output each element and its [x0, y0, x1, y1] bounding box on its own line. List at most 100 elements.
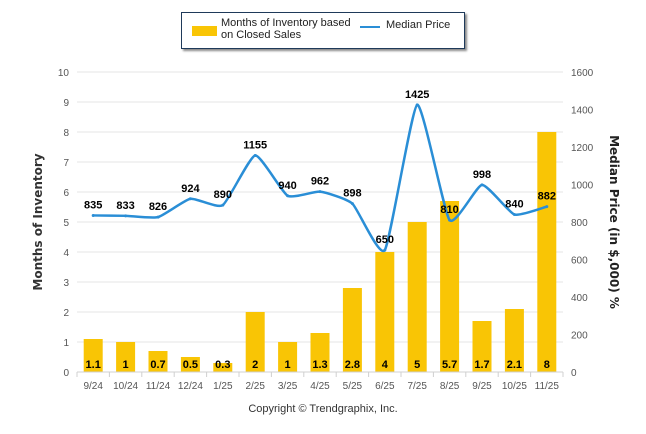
y-left-tick-label: 1: [63, 338, 69, 349]
line-data-label: 650: [376, 234, 394, 246]
bar-data-label: 4: [382, 359, 389, 371]
bar: [83, 339, 103, 372]
median-price-line: [93, 103, 548, 253]
y-left-tick-label: 3: [63, 278, 69, 289]
bar: [537, 132, 557, 372]
median-price-point: [415, 103, 419, 107]
y-left-tick-label: 9: [63, 98, 69, 109]
bar-data-label: 1: [123, 359, 129, 371]
y-left-tick-label: 0: [63, 368, 69, 379]
bar-series: [83, 132, 557, 372]
bar: [148, 351, 168, 372]
y-left-tick-label: 5: [63, 218, 69, 229]
y-axis-right: 0 200 400 600 800 1000 1200 1400 1600: [571, 68, 594, 379]
y-right-tick-label: 200: [571, 331, 588, 342]
line-data-label: 898: [343, 188, 361, 200]
median-price-point: [545, 205, 549, 209]
line-data-label: 940: [278, 180, 296, 192]
y-right-tick-label: 1400: [571, 106, 594, 117]
line-data-label: 998: [473, 169, 491, 181]
y-right-tick-label: 1000: [571, 181, 594, 192]
median-price-point: [286, 194, 290, 198]
x-tick-label: 3/25: [278, 381, 298, 392]
bar: [310, 333, 330, 372]
x-tick-label: 1/25: [213, 381, 233, 392]
y-axis-left: 0 1 2 3 4 5 6 7 8 9 10: [58, 68, 70, 379]
line-data-label: 840: [505, 199, 523, 211]
line-data-label: 835: [84, 199, 102, 211]
y-right-tick-label: 0: [571, 368, 577, 379]
line-data-label: 962: [311, 176, 329, 188]
bar: [213, 363, 233, 372]
bar-data-label: 1.7: [474, 359, 489, 371]
line-data-label: 924: [181, 183, 200, 195]
line-data-label: 833: [116, 200, 134, 212]
y-left-tick-label: 6: [63, 188, 69, 199]
bar: [375, 252, 395, 372]
bar-data-label: 1: [285, 359, 291, 371]
y-left-tick-label: 7: [63, 158, 69, 169]
bar-data-label: 0.3: [215, 359, 230, 371]
median-price-point: [91, 213, 95, 217]
line-data-label: 890: [214, 189, 232, 201]
median-price-point: [124, 214, 128, 218]
x-tick-label: 4/25: [310, 381, 330, 392]
bar-data-label: 8: [544, 359, 550, 371]
y-right-tick-label: 600: [571, 256, 588, 267]
x-tick-label: 6/25: [375, 381, 395, 392]
line-data-label: 1155: [243, 139, 267, 151]
x-tick-label: 11/24: [146, 381, 171, 392]
bar-data-label: 0.7: [150, 359, 165, 371]
legend-swatch-inventory[interactable]: [192, 26, 217, 36]
x-tick-label: 8/25: [440, 381, 460, 392]
x-tick-label: 10/24: [113, 381, 138, 392]
bar: [472, 321, 492, 372]
bar: [278, 342, 298, 372]
bar: [245, 312, 265, 372]
chart-legend: Months of Inventory based on Closed Sale…: [181, 12, 465, 49]
bar-data-label: 1.3: [312, 359, 327, 371]
median-price-point: [188, 197, 192, 201]
median-price-point: [480, 183, 484, 187]
line-data-label: 1425: [405, 89, 429, 101]
y-axis-left-title: Months of Inventory: [31, 153, 45, 290]
legend-swatch-median-price[interactable]: [360, 26, 380, 28]
legend-label-inventory[interactable]: Months of Inventory based on Closed Sale…: [221, 17, 351, 41]
line-series: [91, 103, 549, 253]
y-left-tick-label: 8: [63, 128, 69, 139]
x-tick-label: 11/25: [535, 381, 560, 392]
x-tick-label: 9/25: [472, 381, 492, 392]
bar: [407, 222, 427, 372]
bar-data-label: 2: [252, 359, 258, 371]
line-data-label: 810: [440, 204, 458, 216]
bar: [180, 357, 200, 372]
y-left-tick-label: 4: [63, 248, 69, 259]
y-left-tick-label: 2: [63, 308, 69, 319]
bar-data-label: 5.7: [442, 359, 457, 371]
x-tick-label: 2/25: [245, 381, 265, 392]
bar: [116, 342, 136, 372]
x-tick-label: 9/24: [83, 381, 103, 392]
y-right-tick-label: 800: [571, 218, 588, 229]
bar-data-label: 0.5: [183, 359, 198, 371]
bar: [342, 288, 362, 372]
x-tick-label: 7/25: [407, 381, 427, 392]
y-right-tick-label: 1200: [571, 143, 594, 154]
y-axis-right-title: Median Price (in $,000) %: [607, 135, 621, 309]
median-price-point: [253, 153, 257, 157]
bar-data-label: 5: [414, 359, 420, 371]
legend-label-median-price[interactable]: Median Price: [386, 19, 451, 31]
x-tick-label: 5/25: [343, 381, 363, 392]
median-price-point: [350, 202, 354, 206]
median-price-point: [383, 248, 387, 252]
line-data-label: 826: [149, 201, 167, 213]
median-price-point: [156, 215, 160, 219]
median-price-point: [512, 213, 516, 216]
y-right-tick-label: 400: [571, 293, 588, 304]
median-price-point: [318, 190, 322, 194]
y-left-tick-label: 10: [58, 68, 70, 79]
bar: [440, 201, 460, 372]
median-price-point: [448, 218, 452, 222]
bar-data-label: 2.1: [507, 359, 522, 371]
